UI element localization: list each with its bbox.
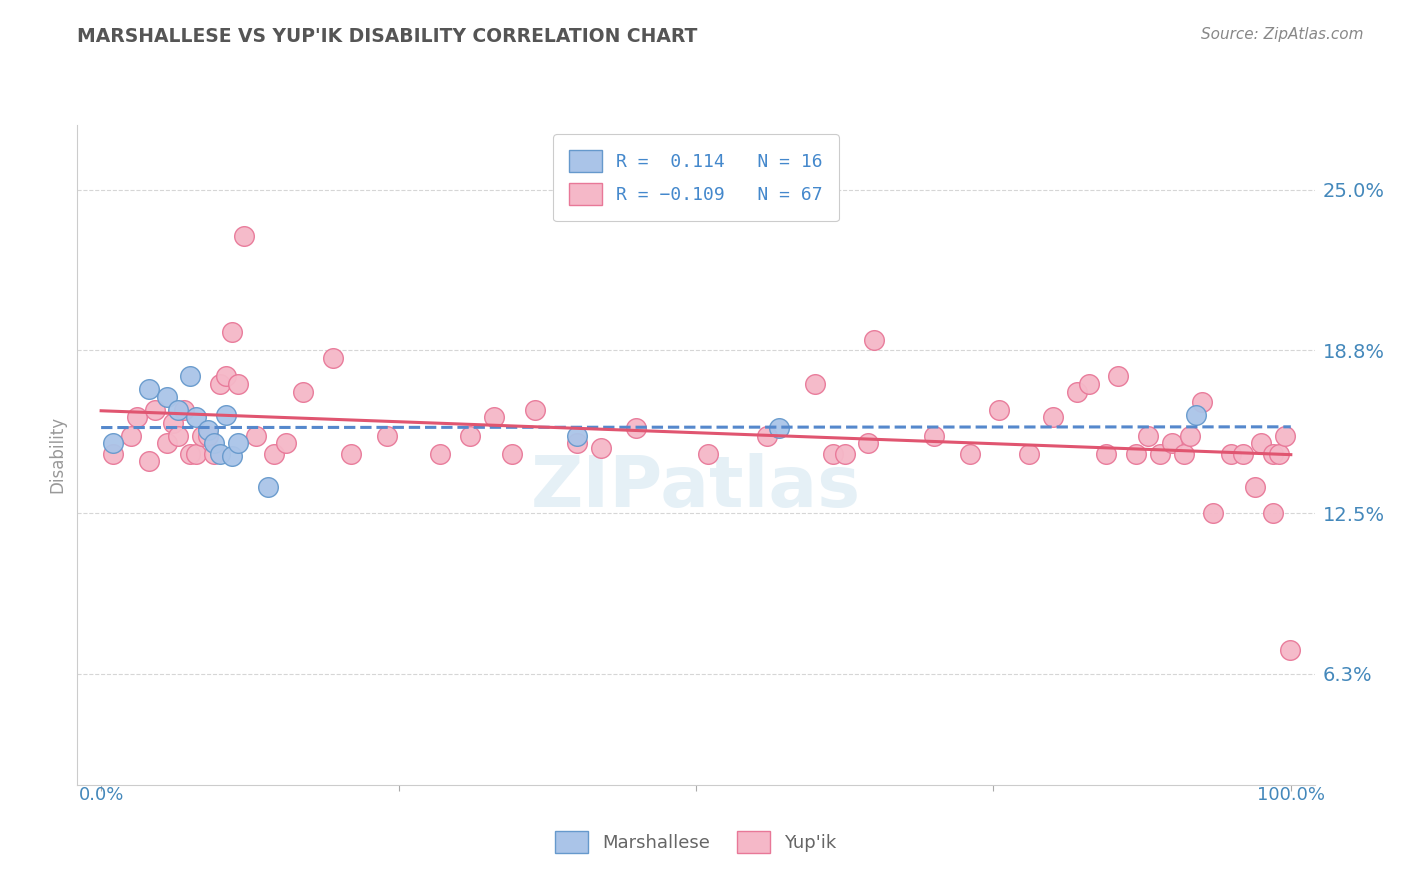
Point [215, 368, 238, 383]
Point [226, 376, 249, 391]
Point [1107, 368, 1129, 383]
Point [1173, 447, 1195, 461]
Point [482, 410, 505, 425]
Point [804, 376, 827, 391]
Point [589, 442, 612, 456]
Point [922, 428, 945, 442]
Point [155, 390, 177, 404]
Point [834, 447, 856, 461]
Point [120, 428, 142, 442]
Point [1018, 447, 1040, 461]
Point [292, 384, 315, 399]
Point [179, 368, 201, 383]
Point [322, 351, 344, 365]
Point [155, 436, 177, 450]
Point [1178, 428, 1201, 442]
Point [101, 447, 124, 461]
Point [1232, 447, 1254, 461]
Point [768, 421, 790, 435]
Point [143, 402, 166, 417]
Point [1202, 506, 1225, 520]
Point [565, 428, 588, 442]
Point [340, 447, 363, 461]
Point [863, 333, 886, 347]
Point [209, 376, 232, 391]
Text: 100.0%: 100.0% [1257, 786, 1324, 805]
Point [138, 382, 160, 396]
Point [1244, 480, 1267, 494]
Point [696, 447, 718, 461]
Legend: Marshallese, Yup'ik: Marshallese, Yup'ik [547, 822, 845, 862]
Point [197, 423, 219, 437]
Point [458, 428, 481, 442]
Point [263, 447, 285, 461]
Point [1137, 428, 1160, 442]
Point [209, 447, 232, 461]
Point [375, 428, 398, 442]
Point [565, 436, 588, 450]
Point [756, 428, 779, 442]
Point [524, 402, 547, 417]
Point [1095, 447, 1118, 461]
Text: ZIPatlas: ZIPatlas [531, 453, 860, 523]
Point [1077, 376, 1099, 391]
Point [101, 436, 124, 450]
Point [274, 436, 297, 450]
Y-axis label: Disability: Disability [48, 417, 66, 493]
Point [1261, 506, 1284, 520]
Point [1250, 436, 1272, 450]
Point [202, 436, 225, 450]
Point [167, 428, 190, 442]
Point [186, 410, 208, 425]
Point [173, 402, 195, 417]
Point [626, 421, 648, 435]
Point [215, 408, 238, 422]
Point [1268, 447, 1291, 461]
Point [1220, 447, 1243, 461]
Point [1278, 643, 1301, 657]
Point [256, 480, 278, 494]
Point [202, 447, 225, 461]
Point [232, 229, 254, 244]
Point [125, 410, 148, 425]
Point [988, 402, 1011, 417]
Point [197, 428, 219, 442]
Point [1160, 436, 1182, 450]
Point [1042, 410, 1064, 425]
Point [1191, 395, 1213, 409]
Point [221, 449, 243, 463]
Point [1066, 384, 1088, 399]
Point [226, 436, 249, 450]
Text: Source: ZipAtlas.com: Source: ZipAtlas.com [1201, 27, 1364, 42]
Point [429, 447, 451, 461]
Point [959, 447, 981, 461]
Point [821, 447, 844, 461]
Point [191, 428, 214, 442]
Point [162, 416, 184, 430]
Text: MARSHALLESE VS YUP'IK DISABILITY CORRELATION CHART: MARSHALLESE VS YUP'IK DISABILITY CORRELA… [77, 27, 697, 45]
Text: 0.0%: 0.0% [79, 786, 124, 805]
Point [221, 325, 243, 339]
Point [186, 447, 208, 461]
Point [179, 447, 201, 461]
Point [858, 436, 880, 450]
Point [1149, 447, 1171, 461]
Point [245, 428, 267, 442]
Point [1125, 447, 1147, 461]
Point [501, 447, 523, 461]
Point [1274, 428, 1296, 442]
Point [167, 402, 190, 417]
Point [138, 454, 160, 468]
Point [1261, 447, 1284, 461]
Point [1184, 408, 1206, 422]
